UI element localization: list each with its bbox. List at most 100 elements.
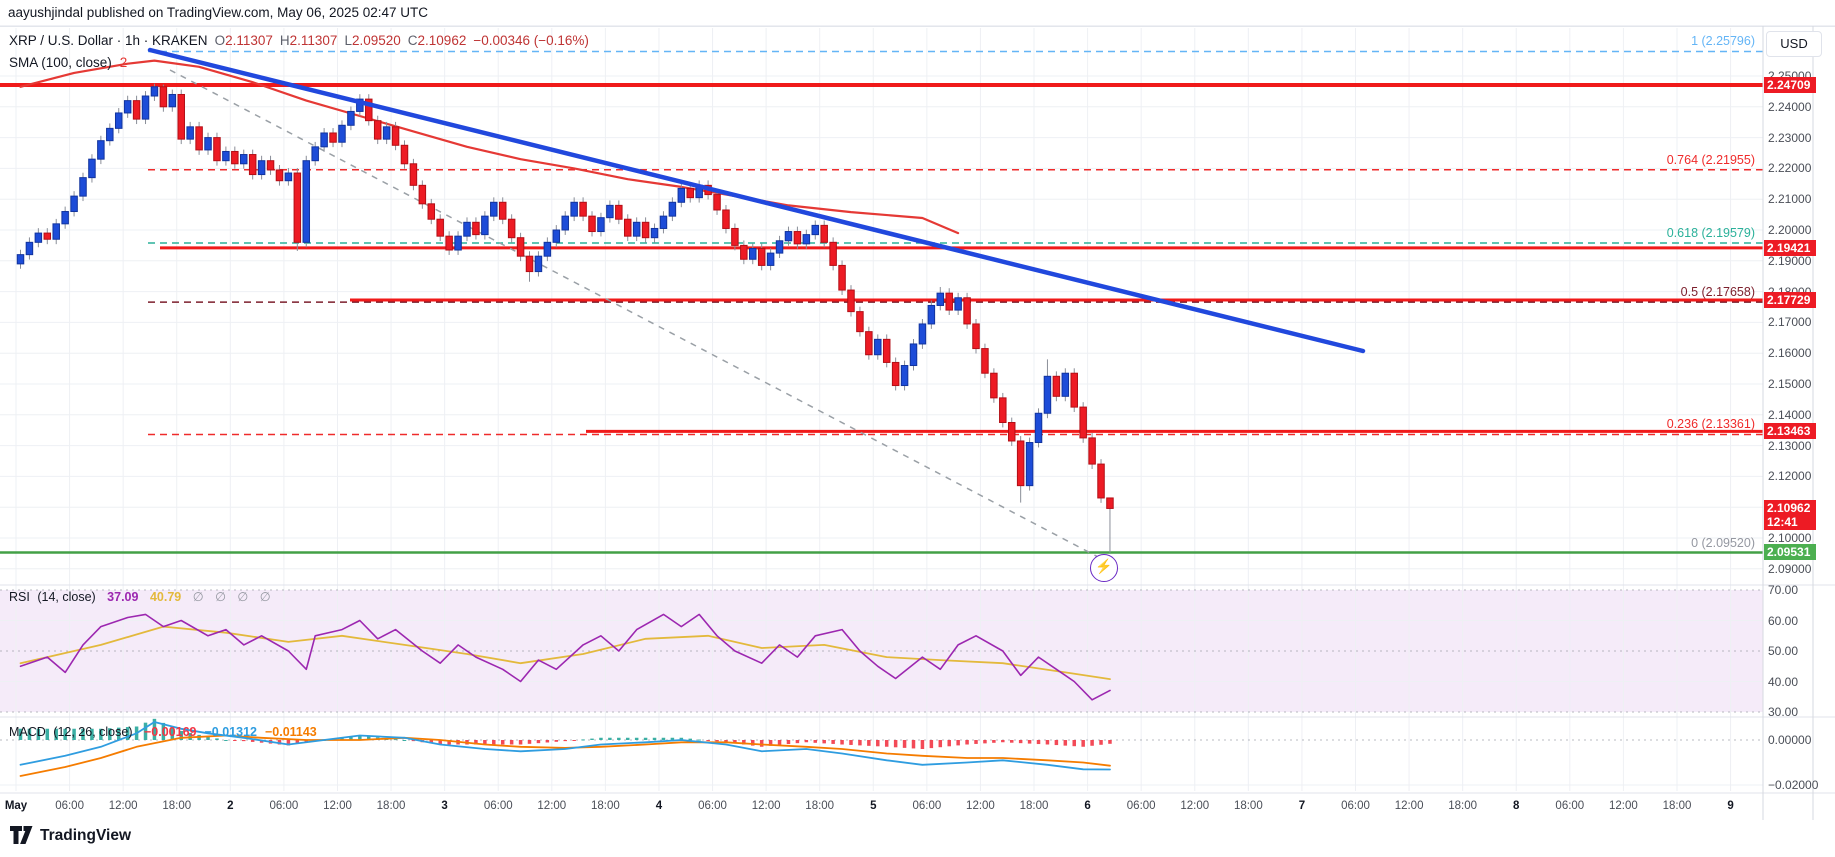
time-axis-label[interactable]: 12:00 xyxy=(323,800,352,812)
candle-body xyxy=(1034,412,1043,444)
sma-legend[interactable]: SMA (100, close) 2 xyxy=(9,55,127,70)
time-axis-label[interactable]: 18:00 xyxy=(1662,800,1692,812)
time-axis-label[interactable]: 18:00 xyxy=(590,800,620,812)
macd-histogram-bar xyxy=(670,737,675,740)
macd-histogram-bar xyxy=(608,737,612,740)
time-axis-label[interactable]: 06:00 xyxy=(1126,800,1156,812)
price-axis-tick[interactable]: 2.15000 xyxy=(1768,377,1812,391)
price-axis-tick[interactable]: 2.16000 xyxy=(1768,346,1812,361)
price-axis-tick[interactable]: 2.13000 xyxy=(1768,438,1812,453)
time-axis-label[interactable]: 06:00 xyxy=(698,800,727,812)
ohlc-number: 2.09520 xyxy=(351,33,401,48)
time-axis-label[interactable]: 9 xyxy=(1727,800,1734,812)
macd-histogram-bar xyxy=(179,731,183,740)
candle-body xyxy=(329,132,337,143)
time-axis-label[interactable]: 6 xyxy=(1084,800,1091,812)
time-axis-label[interactable]: 18:00 xyxy=(1019,800,1049,812)
time-axis-label[interactable]: 12:00 xyxy=(1609,800,1638,812)
price-axis-tick[interactable]: 2.14000 xyxy=(1768,407,1812,422)
macd-histogram-bar xyxy=(286,740,291,746)
flash-idea-icon[interactable]: ⚡ xyxy=(1090,554,1118,582)
macd-histogram-bar xyxy=(18,728,23,740)
macd-legend[interactable]: MACD (12, 26, close) −0.00169 −0.01312 −0.… xyxy=(9,725,317,739)
candle-body xyxy=(507,218,516,239)
candle-body xyxy=(463,221,471,237)
symbol-legend[interactable]: XRP / U.S. Dollar · 1h · KRAKEN O2.11307 H… xyxy=(9,33,589,48)
macd-histogram-bar xyxy=(1001,740,1005,743)
rsi-axis-tick[interactable]: 30.00 xyxy=(1768,705,1799,719)
time-axis-label[interactable]: 18:00 xyxy=(1233,800,1263,812)
macd-histogram-bar xyxy=(161,722,166,740)
candle-body xyxy=(632,221,641,237)
rsi-axis-tick[interactable]: 70.00 xyxy=(1768,583,1799,597)
candle-body xyxy=(945,292,953,311)
price-axis-tick[interactable]: 2.21000 xyxy=(1768,192,1812,207)
time-axis-label[interactable]: 12:00 xyxy=(751,800,781,812)
price-axis-tick[interactable]: 2.19000 xyxy=(1768,253,1812,268)
time-axis-label[interactable]: 18:00 xyxy=(1448,800,1478,812)
price-tag-2.13463: 2.13463 xyxy=(1764,423,1816,440)
time-axis-label[interactable]: 12:00 xyxy=(108,800,138,812)
macd-histogram-bar xyxy=(1036,740,1041,745)
ohlc-number: 2.11307 xyxy=(225,33,273,48)
time-axis-label[interactable]: 5 xyxy=(870,800,877,812)
macd-histogram-bar xyxy=(45,728,50,740)
macd-histogram-bar xyxy=(1099,740,1103,745)
rsi-axis-tick[interactable]: 50.00 xyxy=(1768,644,1799,658)
candle-body xyxy=(222,150,230,162)
time-axis-label[interactable]: 06:00 xyxy=(1341,800,1370,812)
rsi-legend[interactable]: RSI (14, close) 37.09 40.79 ∅ ∅ ∅ ∅ xyxy=(9,589,275,604)
price-axis-tick[interactable]: 2.12000 xyxy=(1768,469,1812,484)
macd-histogram-bar xyxy=(206,736,210,740)
price-axis-tick[interactable]: 2.22000 xyxy=(1768,161,1812,176)
candle-body xyxy=(454,235,462,251)
time-axis-label[interactable]: 18:00 xyxy=(805,800,835,812)
candle-body xyxy=(713,194,721,211)
macd-histogram-bar xyxy=(492,740,496,745)
time-axis-label[interactable]: 18:00 xyxy=(162,800,192,812)
price-axis-tick[interactable]: 2.24000 xyxy=(1768,99,1812,114)
time-axis-label[interactable]: 3 xyxy=(441,800,448,812)
price-axis-tick[interactable]: 2.10000 xyxy=(1768,531,1812,545)
macd-histogram-bar xyxy=(867,740,871,746)
time-axis-label[interactable]: 7 xyxy=(1298,800,1306,812)
time-axis-label[interactable]: 06:00 xyxy=(483,800,513,812)
currency-toggle-button[interactable]: USD xyxy=(1766,31,1822,57)
candle-body xyxy=(525,255,534,273)
candle-body xyxy=(874,338,882,356)
tradingview-logo[interactable]: TradingView xyxy=(10,826,131,846)
time-axis-label[interactable]: 06:00 xyxy=(1555,800,1585,812)
time-axis-label[interactable]: 06:00 xyxy=(55,800,84,812)
macd-histogram-bar xyxy=(340,737,344,740)
time-axis-label[interactable]: 8 xyxy=(1513,800,1520,812)
time-axis-label[interactable]: 12:00 xyxy=(1180,800,1210,812)
candle-body xyxy=(132,100,141,120)
rsi-axis-tick[interactable]: 60.00 xyxy=(1768,613,1799,628)
time-axis-label[interactable]: 06:00 xyxy=(912,800,942,812)
macd-histogram-bar xyxy=(1018,740,1023,744)
macd-line xyxy=(19,721,1111,771)
fib-level-label: 0 (2.09520) xyxy=(1691,535,1755,550)
candle-body xyxy=(445,235,453,251)
price-axis-tick[interactable]: 2.09000 xyxy=(1768,561,1812,576)
price-axis-tick[interactable]: 2.17000 xyxy=(1768,315,1812,330)
time-axis-label[interactable]: 12:00 xyxy=(966,800,995,812)
price-axis-tick[interactable]: 2.23000 xyxy=(1768,130,1812,145)
macd-axis-tick[interactable]: −0.02000 xyxy=(1768,778,1819,792)
time-axis-label[interactable]: 4 xyxy=(655,800,663,812)
time-axis-label[interactable]: May xyxy=(4,800,28,812)
time-axis-label[interactable]: 12:00 xyxy=(537,800,567,812)
rsi-axis-tick[interactable]: 40.00 xyxy=(1768,674,1799,689)
candle-body xyxy=(391,126,400,146)
macd-histogram-bar xyxy=(483,740,487,745)
macd-histogram-bar xyxy=(1045,740,1050,745)
price-axis-tick[interactable]: 2.20000 xyxy=(1768,223,1812,237)
time-axis-label[interactable]: 12:00 xyxy=(1394,800,1424,812)
macd-histogram-bar xyxy=(518,740,523,745)
time-axis-label[interactable]: 2 xyxy=(227,800,234,812)
candle-body xyxy=(347,110,355,126)
time-axis-label[interactable]: 06:00 xyxy=(269,800,299,812)
time-axis-label[interactable]: 18:00 xyxy=(376,800,406,812)
macd-axis-tick[interactable]: 0.00000 xyxy=(1768,733,1812,747)
